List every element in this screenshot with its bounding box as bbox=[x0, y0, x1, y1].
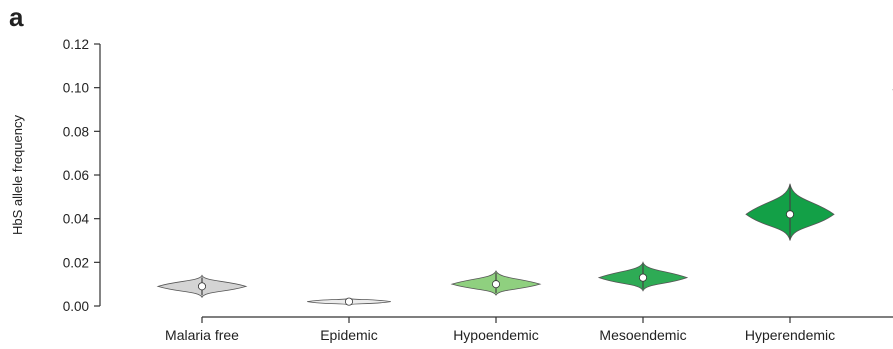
x-category-label: Mesoendemic bbox=[599, 327, 686, 343]
violin-1 bbox=[156, 274, 248, 299]
median-point bbox=[197, 282, 206, 291]
axes: 0.00 0.02 0.04 0.06 0.08 0.10 0.12 Malaria free… bbox=[63, 37, 893, 343]
median-point bbox=[786, 210, 795, 219]
violin-4 bbox=[597, 261, 689, 292]
violin-5 bbox=[745, 183, 835, 241]
x-category-label: Malaria free bbox=[165, 327, 239, 343]
y-axis-title: HbS allele frequency bbox=[10, 115, 25, 235]
y-tick-label: 0.02 bbox=[63, 255, 89, 270]
y-tick-label: 0.08 bbox=[63, 124, 89, 139]
y-tick-label: 0.04 bbox=[63, 212, 90, 227]
median-point bbox=[639, 273, 648, 282]
y-tick-label: 0.12 bbox=[63, 37, 89, 52]
median-point bbox=[344, 297, 353, 306]
y-tick-label: 0.00 bbox=[63, 299, 89, 314]
violin-3 bbox=[450, 270, 542, 296]
panel-label: a bbox=[9, 2, 24, 32]
x-category-label: Epidemic bbox=[320, 327, 378, 343]
x-category-label: Hypoendemic bbox=[453, 327, 539, 343]
y-tick-label: 0.06 bbox=[63, 168, 89, 183]
y-tick-label: 0.10 bbox=[63, 81, 89, 96]
violins bbox=[156, 89, 893, 306]
median-point bbox=[491, 280, 500, 289]
x-category-label: Hyperendemic bbox=[745, 327, 835, 343]
violin-2 bbox=[307, 297, 391, 306]
